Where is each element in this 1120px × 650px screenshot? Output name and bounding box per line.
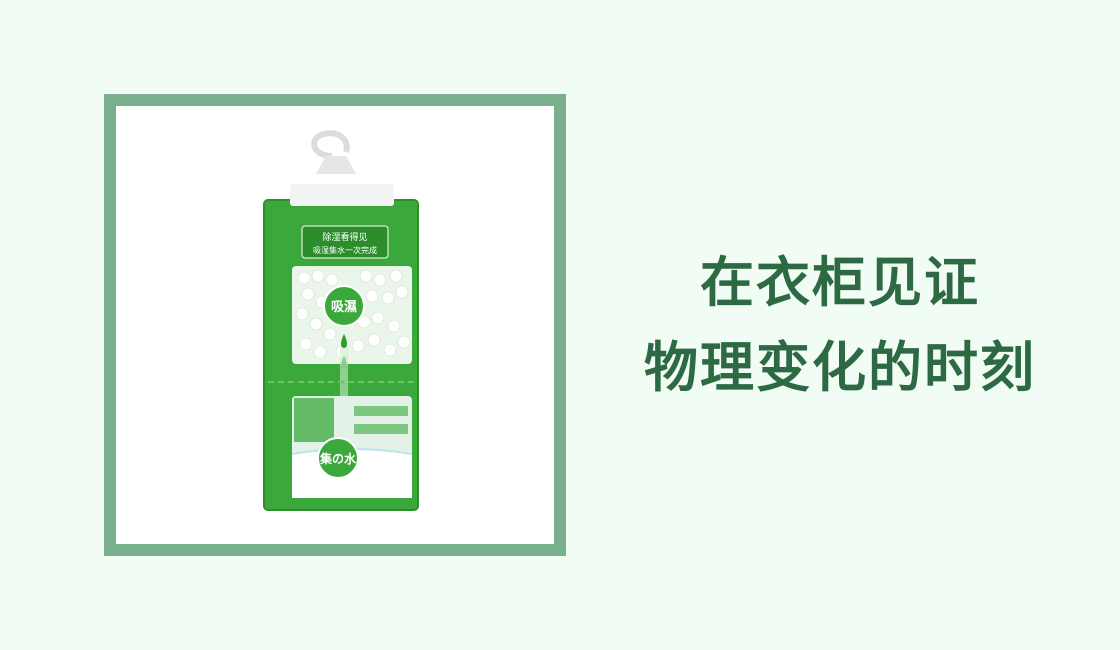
absorb-badge (323, 285, 365, 327)
top-text-box (301, 225, 389, 259)
heading-line1: 在衣柜见证 (700, 251, 980, 314)
hanger-neck (316, 156, 356, 174)
collect-label: 集の水 (319, 451, 357, 466)
hanger-hook-icon (311, 130, 350, 159)
hanger-bar (290, 184, 394, 206)
absorb-label: 吸濕 (331, 299, 357, 315)
top-text-line1: 除湿看得见 (322, 231, 367, 243)
collect-badge (317, 437, 359, 479)
product-image-frame: 除湿看得见 吸湿集水一次完成 吸濕 (104, 94, 566, 556)
dehumidifier-bag-image: 除湿看得见 吸湿集水一次完成 吸濕 (263, 130, 419, 511)
top-text-line2: 吸湿集水一次完成 (313, 245, 377, 255)
heading-line2: 物理变化的时刻 (644, 336, 1036, 399)
